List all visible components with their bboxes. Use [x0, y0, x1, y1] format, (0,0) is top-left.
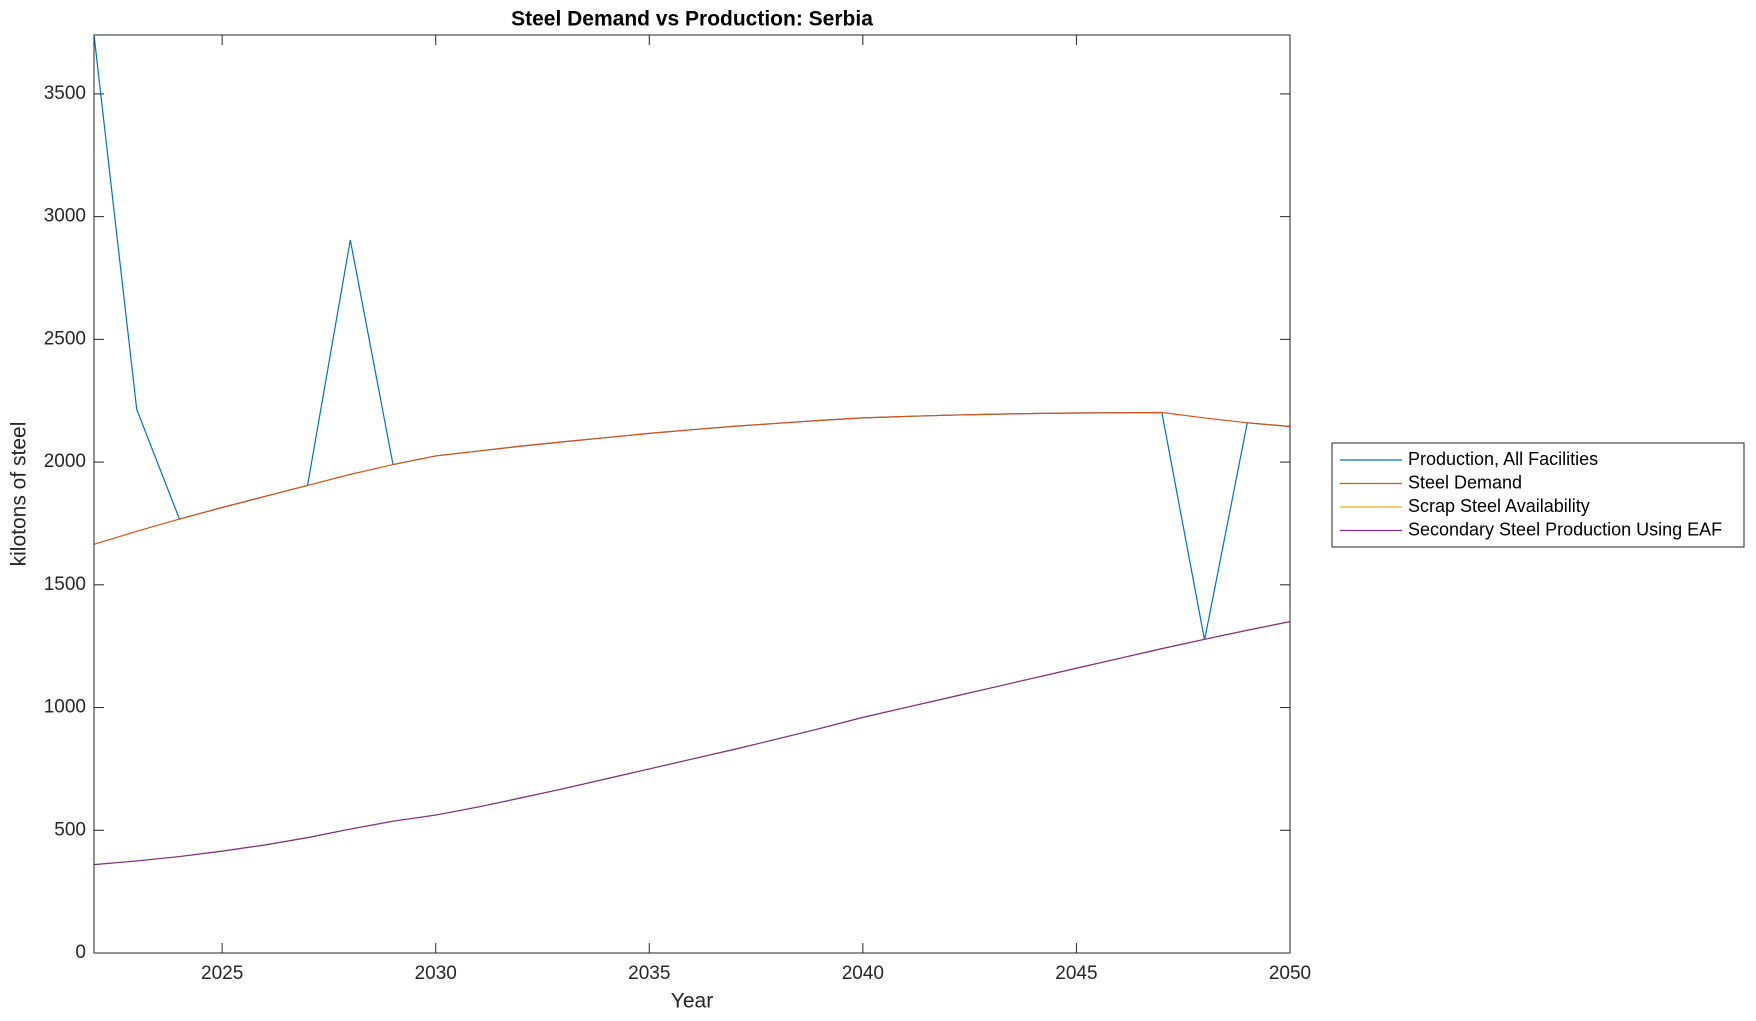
- legend: Production, All Facilities Steel Demand Sc…: [1331, 442, 1745, 548]
- legend-label: Scrap Steel Availability: [1408, 496, 1590, 516]
- x-tick-label: 2035: [628, 963, 670, 984]
- x-tick-label: 2045: [1055, 963, 1097, 984]
- legend-label: Steel Demand: [1408, 472, 1522, 492]
- x-tick-label: 2030: [415, 963, 457, 984]
- chart-title: Steel Demand vs Production: Serbia: [511, 8, 873, 31]
- y-tick-label: 500: [54, 819, 86, 840]
- y-tick-label: 2500: [44, 328, 86, 349]
- x-tick-label: 2050: [1269, 963, 1311, 984]
- y-tick-label: 0: [75, 942, 86, 963]
- y-tick-label: 1500: [44, 574, 86, 595]
- y-axis-label: kilotons of steel: [8, 422, 31, 567]
- plot-frame: [93, 34, 1291, 954]
- series-line: [93, 621, 1291, 866]
- x-tick-label: 2040: [842, 963, 884, 984]
- y-tick-label: 3500: [44, 83, 86, 104]
- y-tick-label: 1000: [44, 697, 86, 718]
- y-tick-label: 2000: [44, 451, 86, 472]
- legend-label: Secondary Steel Production Using EAF: [1408, 519, 1722, 539]
- legend-label: Production, All Facilities: [1408, 449, 1598, 469]
- x-axis-label: Year: [671, 990, 713, 1013]
- x-tick-label: 2025: [201, 963, 243, 984]
- y-tick-label: 3000: [44, 206, 86, 227]
- series-line: [93, 411, 1291, 545]
